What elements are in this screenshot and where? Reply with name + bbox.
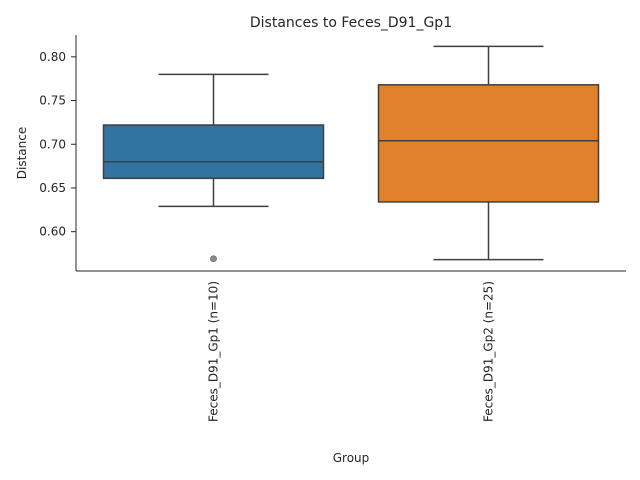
y-tick-label: 0.65 xyxy=(39,181,66,195)
box-iqr xyxy=(102,124,325,180)
y-tick-label: 0.75 xyxy=(39,94,66,108)
x-tick-label: Feces_D91_Gp2 (n=25) xyxy=(482,281,496,422)
chart-title: Distances to Feces_D91_Gp1 xyxy=(250,15,452,31)
plot-area: 0.60 0.65 0.70 0.75 0.80 Feces_D91_Gp1 (n=10)… xyxy=(39,45,600,422)
y-tick-label: 0.70 xyxy=(39,137,66,151)
outlier-point xyxy=(210,255,217,263)
y-tick-label: 0.60 xyxy=(39,225,66,239)
box-iqr xyxy=(377,84,600,203)
x-tick-label: Feces_D91_Gp1 (n=10) xyxy=(207,281,221,422)
x-axis-label: Group xyxy=(333,451,370,465)
y-tick-label: 0.80 xyxy=(39,50,66,64)
y-axis-label: Distance xyxy=(15,127,29,179)
